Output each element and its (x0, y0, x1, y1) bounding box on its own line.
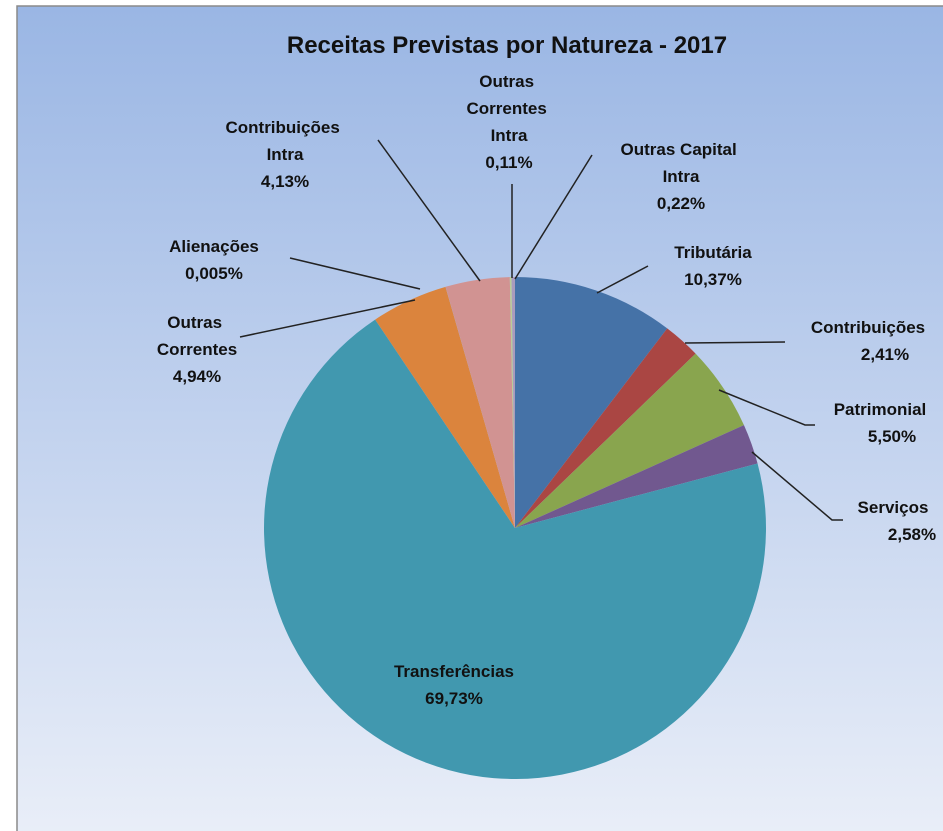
pie-slice (511, 277, 515, 528)
label-line: Outras (167, 313, 227, 332)
pie-slice (515, 353, 744, 528)
pie-slice (445, 286, 515, 528)
label-line: Outras (479, 72, 539, 91)
pie-slice (509, 277, 515, 528)
value-label: 2,41% (861, 345, 909, 364)
leader-line (718, 389, 815, 426)
label-line: Correntes (466, 99, 551, 118)
label-line: Tributária (674, 243, 752, 262)
label-line: Correntes (157, 340, 237, 359)
pie-slice (515, 328, 696, 528)
leader-line (514, 154, 593, 280)
label-line: Contribuições (811, 318, 925, 337)
label-line: Intra (267, 145, 304, 164)
label-line: Alienações (169, 237, 259, 256)
chart-title: Receitas Previstas por Natureza - 2017 (287, 32, 727, 59)
slice-label: Patrimonial (834, 400, 927, 419)
label-line: Patrimonial (834, 400, 927, 419)
slice-label: Contribuições Intra (225, 118, 344, 164)
value-label: 5,50% (868, 427, 916, 446)
label-line: Serviços (858, 498, 929, 517)
label-line: Intra (491, 126, 528, 145)
value-label: 2,58% (888, 525, 936, 544)
leader-line (239, 299, 416, 338)
value-label: 4,94% (173, 367, 221, 386)
slice-label: Transferências (394, 662, 514, 681)
slice-label: Outras Capital Intra (621, 140, 742, 186)
value-label: 0,005% (185, 264, 243, 283)
slice-label: Alienações (169, 237, 259, 256)
leader-line (377, 139, 481, 282)
label-line: Intra (663, 167, 700, 186)
leader-line (684, 341, 786, 344)
slice-label: Serviços (858, 498, 929, 517)
slice-label: Outras Correntes (157, 313, 237, 359)
slice-label: Outras Correntes Intra (466, 72, 551, 145)
value-label: 69,73% (425, 689, 483, 708)
slice-label: Tributária (674, 243, 752, 262)
label-line: Outras Capital (621, 140, 742, 159)
value-label: 0,22% (657, 194, 705, 213)
pie-slice (445, 277, 515, 528)
leader-line (751, 451, 843, 521)
value-label: 4,13% (261, 172, 309, 191)
value-label: 10,37% (684, 270, 742, 289)
pie-slice (515, 425, 758, 528)
leader-line (596, 265, 649, 294)
pie-slice (515, 277, 668, 528)
slice-label: Contribuições (811, 318, 925, 337)
leader-line (289, 257, 421, 290)
label-line: Contribuições (225, 118, 344, 137)
pie-slice (375, 286, 515, 528)
pie-slice (264, 319, 766, 779)
label-line: Transferências (394, 662, 514, 681)
value-label: 0,11% (485, 153, 532, 172)
